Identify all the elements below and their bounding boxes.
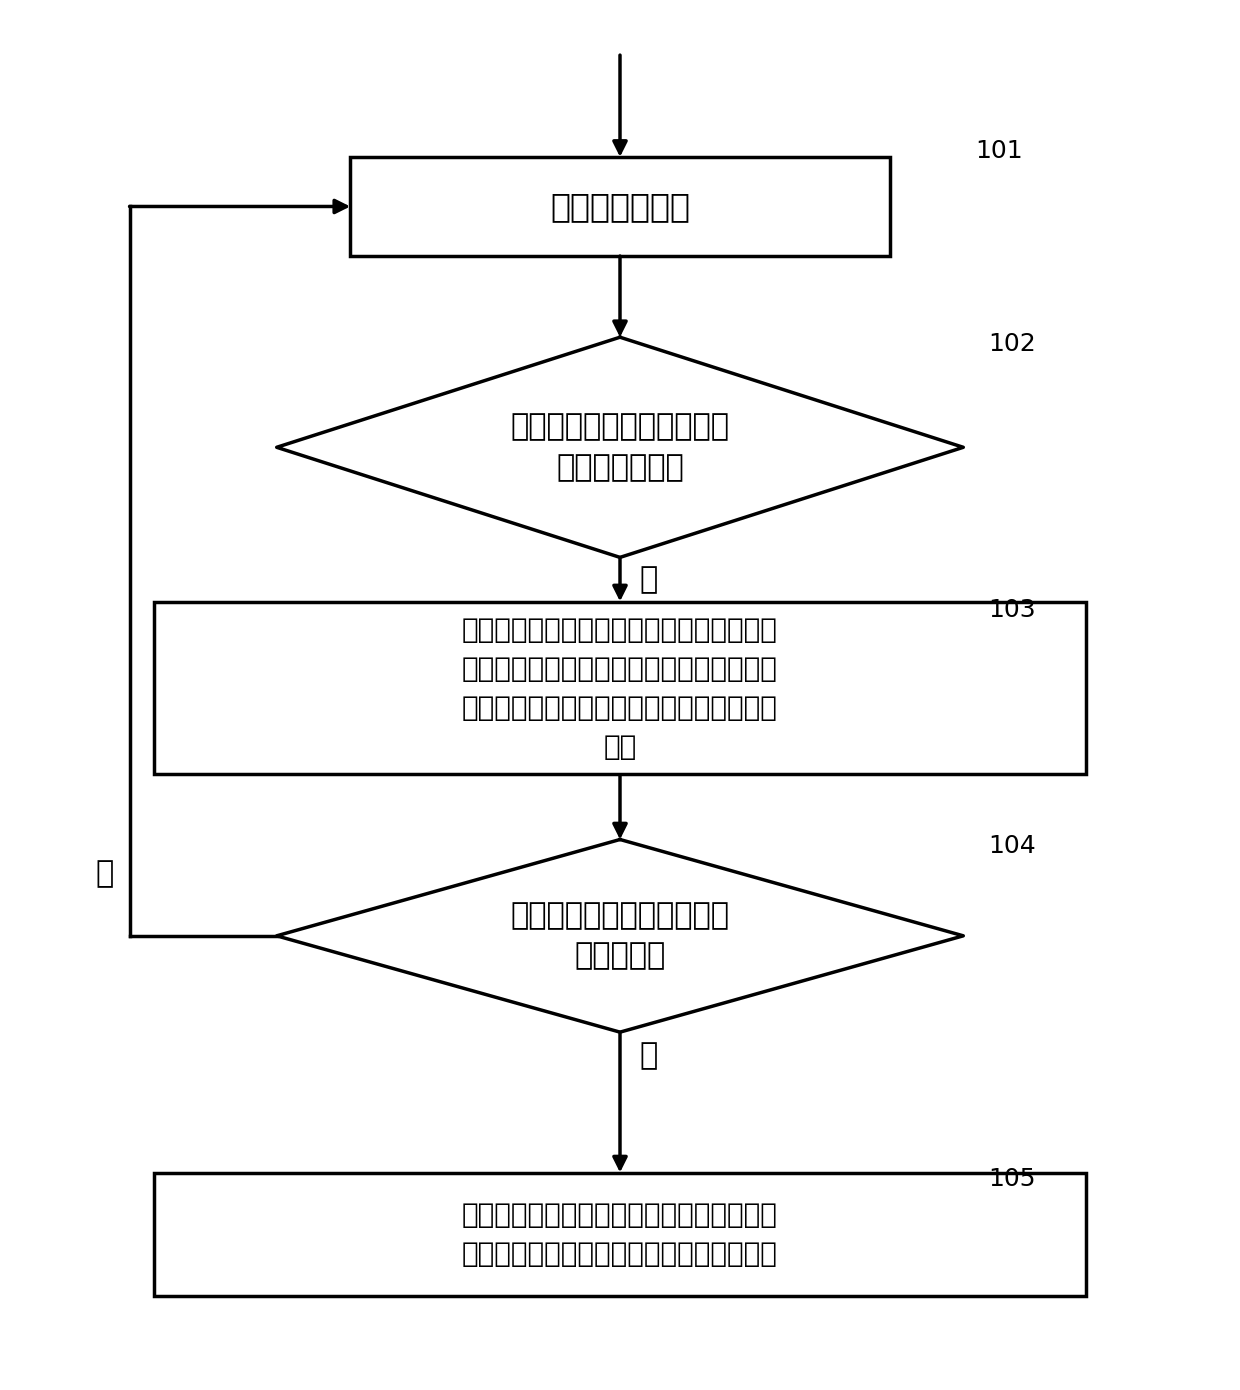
Text: 判断触摸信号值是否大于预
设的干扰参考值: 判断触摸信号值是否大于预 设的干扰参考值 (511, 413, 729, 482)
Text: 104: 104 (988, 834, 1035, 859)
Bar (350, 157, 890, 256)
Bar (154, 1173, 1086, 1297)
Text: 103: 103 (988, 598, 1035, 621)
Text: 102: 102 (988, 332, 1035, 356)
Bar (154, 602, 1086, 774)
Text: 是: 是 (640, 564, 658, 594)
Text: 若触摸信号值大于预设的干扰参考值，则将
接收次数的值加一，其中，接收次数表征接
收到触摸信号值的次数，接收次数的初始值
为零: 若触摸信号值大于预设的干扰参考值，则将 接收次数的值加一，其中，接收次数表征接 … (463, 616, 777, 760)
Text: 否: 否 (640, 1041, 658, 1070)
Text: 101: 101 (976, 139, 1023, 164)
Text: 是: 是 (95, 859, 114, 888)
Text: 105: 105 (988, 1168, 1035, 1191)
Text: 获取触摸信号值: 获取触摸信号值 (551, 190, 689, 222)
Text: 判断接收次数是否小于预设
的设定次数: 判断接收次数是否小于预设 的设定次数 (511, 901, 729, 970)
Text: 则根据接收到的所有触摸信号值设定触摸按
键的触发阈值，从而调整触摸按键的灵敏度: 则根据接收到的所有触摸信号值设定触摸按 键的触发阈值，从而调整触摸按键的灵敏度 (463, 1201, 777, 1268)
